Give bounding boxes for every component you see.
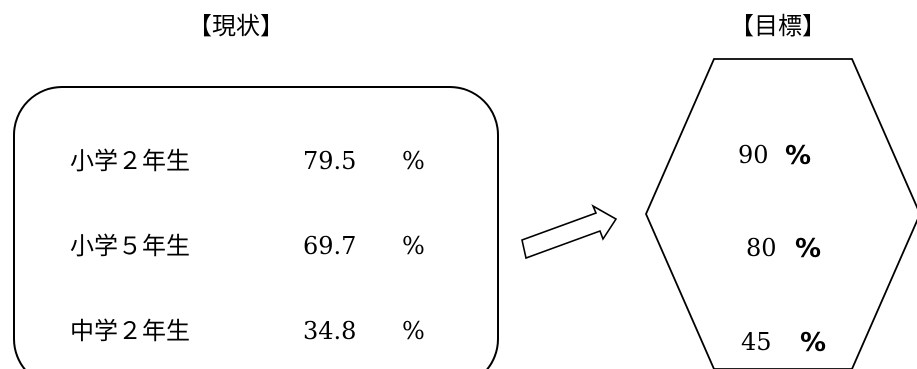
target-row-2-unit: % [795,234,821,264]
current-heading: 【現状】 [188,12,284,40]
current-row-3-value: 34.8 [303,317,356,345]
current-row-2-unit: % [402,232,425,260]
current-status-box [13,86,499,369]
current-row-2-label: 小学５年生 [70,232,190,260]
target-row-2-value: 80 [746,234,777,262]
target-row-3-value: 45 [741,328,772,356]
current-row-1-unit: % [402,147,425,175]
current-row-1-label: 小学２年生 [70,147,190,175]
target-hexagon [645,58,917,369]
target-row-1-value: 90 [738,141,769,169]
current-row-2-value: 69.7 [303,232,356,260]
current-row-1-value: 79.5 [303,147,356,175]
target-row-3-unit: % [800,328,826,358]
current-row-3-label: 中学２年生 [70,317,190,345]
target-heading: 【目標】 [730,12,826,40]
arrow-right-icon [521,204,618,260]
target-row-1-unit: % [785,141,811,171]
current-row-3-unit: % [402,317,425,345]
